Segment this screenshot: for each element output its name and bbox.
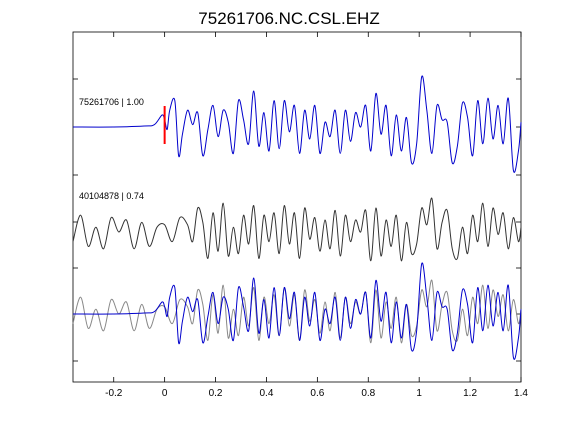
x-tick-label: 1.2 — [463, 388, 477, 399]
trace-overlay-blue — [72, 262, 522, 360]
x-tick-label: 0.8 — [361, 388, 375, 399]
trace-label-0: 75261706 | 1.00 — [79, 97, 144, 107]
x-axis: -0.2 0 0.2 0.4 0.6 0.8 1 1.2 1.4 — [105, 32, 528, 399]
chart-title: 75261706.NC.CSL.EHZ — [198, 9, 379, 28]
trace-blue-top — [72, 75, 522, 173]
x-tick-label: 1 — [416, 388, 422, 399]
plot-frame — [72, 31, 522, 383]
x-tick-label: 0.2 — [209, 388, 223, 399]
x-tick-label: 0.6 — [310, 388, 324, 399]
x-tick-label: 0 — [162, 388, 168, 399]
x-tick-label: -0.2 — [105, 388, 123, 399]
trace-gray-middle — [72, 197, 522, 262]
trace-labels: 75261706 | 1.00 40104878 | 0.74 — [79, 97, 144, 201]
x-tick-label: 1.4 — [514, 388, 528, 399]
trace-label-1: 40104878 | 0.74 — [79, 191, 144, 201]
x-tick-label: 0.4 — [260, 388, 274, 399]
trace-area — [72, 75, 522, 360]
